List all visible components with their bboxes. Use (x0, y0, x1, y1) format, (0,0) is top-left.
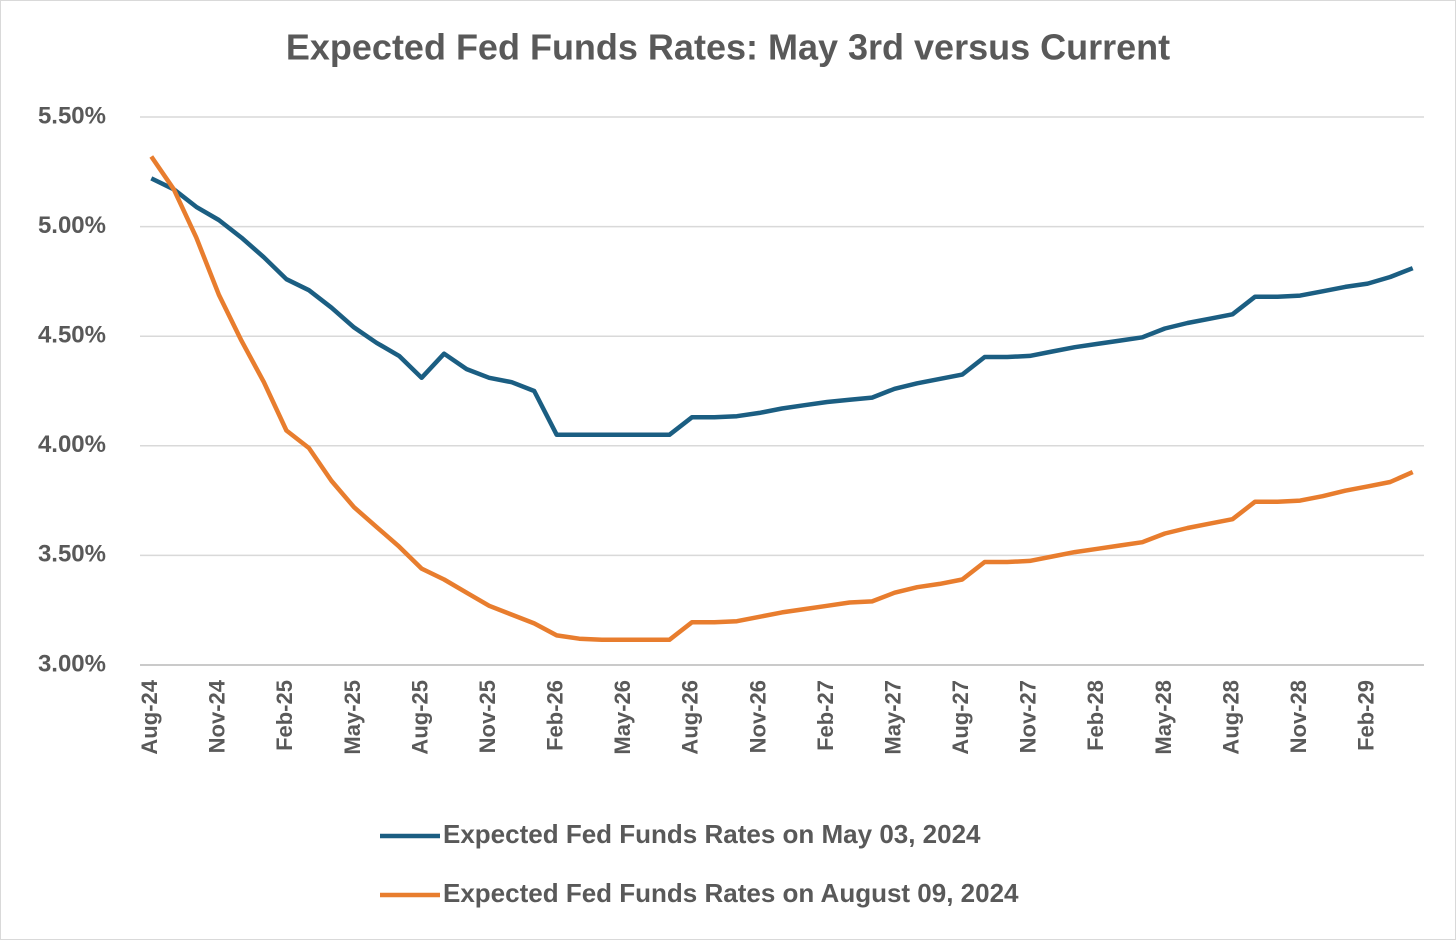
y-tick-label: 3.50% (38, 541, 106, 568)
series-line (150, 176, 1414, 438)
y-tick-label: 5.50% (38, 102, 106, 129)
x-tick-label: Feb-25 (272, 680, 297, 751)
x-tick-label: Aug-25 (407, 680, 432, 755)
x-tick-label: Aug-28 (1218, 680, 1243, 755)
y-tick-label: 5.00% (38, 212, 106, 239)
legend-label: Expected Fed Funds Rates on August 09, 2… (443, 878, 1019, 908)
x-tick-label: May-25 (340, 680, 365, 755)
x-tick-label: Feb-28 (1083, 680, 1108, 751)
x-tick-label: Nov-28 (1286, 680, 1311, 753)
y-tick-label: 3.00% (38, 650, 106, 677)
series-line (149, 155, 1414, 643)
x-tick-label: Aug-27 (948, 680, 973, 755)
x-tick-label: Feb-29 (1353, 680, 1378, 751)
x-tick-label: Aug-24 (137, 679, 162, 754)
y-tick-label: 4.50% (38, 322, 106, 349)
x-tick-label: Nov-26 (745, 680, 770, 753)
x-tick-label: Feb-27 (813, 680, 838, 751)
y-tick-label: 4.00% (38, 431, 106, 458)
x-tick-label: May-27 (880, 680, 905, 755)
x-tick-label: Nov-24 (205, 679, 230, 753)
x-tick-label: Aug-26 (678, 680, 703, 755)
x-tick-label: Nov-27 (1016, 680, 1041, 753)
x-tick-label: May-28 (1151, 680, 1176, 755)
x-tick-label: Feb-26 (543, 680, 568, 751)
chart-title: Expected Fed Funds Rates: May 3rd versus… (286, 27, 1170, 68)
legend-label: Expected Fed Funds Rates on May 03, 2024 (443, 819, 981, 849)
x-tick-label: Nov-25 (475, 680, 500, 753)
x-tick-label: May-26 (610, 680, 635, 755)
